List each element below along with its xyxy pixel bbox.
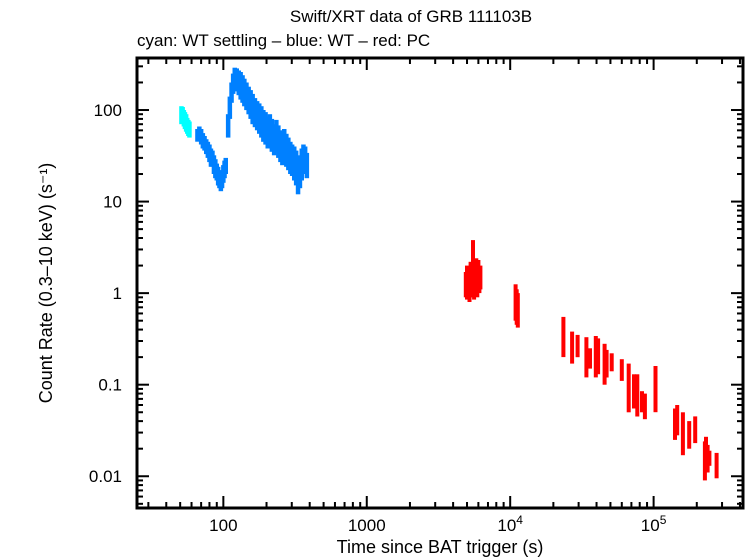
plot-area — [179, 67, 719, 481]
data-point — [570, 331, 575, 364]
y-tick-label: 0.01 — [89, 467, 122, 486]
data-point — [596, 338, 601, 375]
x-tick-label: 100 — [209, 516, 237, 535]
data-point — [673, 408, 677, 440]
y-tick-label: 100 — [94, 101, 122, 120]
x-tick-label: 104 — [497, 513, 523, 535]
y-tick-label: 0.1 — [98, 376, 122, 395]
data-point — [593, 336, 598, 378]
x-tick-label: 105 — [641, 513, 667, 535]
data-point — [680, 412, 685, 456]
data-point — [561, 316, 566, 358]
axis-tick-labels: 100 1000 104 105 100 10 1 0.1 0.01 — [89, 101, 667, 535]
data-point — [687, 421, 692, 449]
data-point — [584, 337, 589, 378]
data-point — [619, 359, 624, 381]
chart-subtitle: cyan: WT settling – blue: WT – red: PC — [137, 31, 430, 50]
x-tick-label: 1000 — [348, 516, 386, 535]
series-pc — [463, 240, 719, 481]
data-point — [640, 391, 644, 413]
data-point — [635, 374, 640, 417]
series-wt — [195, 67, 310, 195]
data-point — [653, 366, 658, 413]
data-point — [642, 393, 647, 420]
data-point — [478, 265, 483, 290]
data-point — [675, 405, 680, 436]
data-point — [250, 93, 255, 125]
y-axis-label: Count Rate (0.3–10 keV) (s⁻¹) — [36, 163, 56, 404]
data-point — [714, 452, 719, 479]
chart-title: Swift/XRT data of GRB 111103B — [290, 7, 532, 26]
data-point — [471, 240, 475, 286]
data-point — [575, 334, 580, 358]
data-point — [609, 353, 614, 372]
y-tick-label: 10 — [103, 193, 122, 212]
series-wt-settling — [179, 106, 192, 138]
data-point — [604, 349, 609, 378]
data-point — [304, 152, 310, 179]
data-point — [187, 121, 192, 138]
data-point — [707, 450, 712, 466]
data-point — [626, 363, 631, 413]
y-tick-label: 1 — [113, 284, 122, 303]
axis-ticks — [137, 58, 743, 508]
data-point — [223, 157, 228, 174]
data-point — [269, 118, 275, 152]
plot-frame — [135, 56, 745, 510]
data-point — [632, 374, 636, 409]
data-point — [227, 96, 233, 119]
data-point — [693, 416, 698, 444]
data-point — [588, 348, 592, 369]
data-point — [225, 114, 231, 138]
data-point — [515, 293, 520, 328]
x-axis-label: Time since BAT trigger (s) — [337, 537, 544, 557]
